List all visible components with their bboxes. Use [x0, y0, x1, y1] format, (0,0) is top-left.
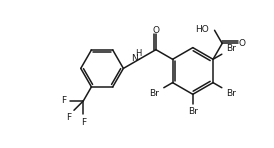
Text: Br: Br	[150, 89, 159, 98]
Text: Br: Br	[226, 89, 236, 98]
Text: Br: Br	[226, 44, 236, 53]
Text: H: H	[136, 49, 142, 58]
Text: Br: Br	[188, 107, 198, 116]
Text: O: O	[239, 39, 246, 48]
Text: N: N	[131, 54, 138, 63]
Text: F: F	[81, 118, 86, 127]
Text: HO: HO	[195, 25, 209, 34]
Text: F: F	[61, 96, 67, 105]
Text: O: O	[152, 26, 159, 35]
Text: F: F	[66, 113, 72, 122]
